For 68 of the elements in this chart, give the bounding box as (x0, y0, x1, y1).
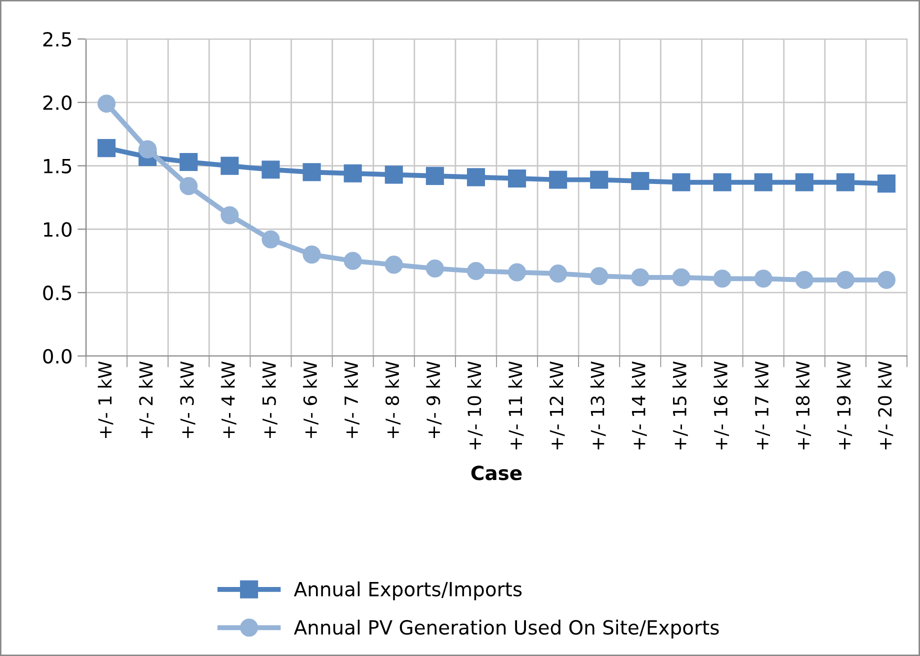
point (220, 206, 239, 224)
point (877, 270, 896, 289)
point (466, 168, 486, 186)
point (426, 166, 444, 185)
point (631, 268, 650, 286)
x-tick-label: +/- 11 kW (508, 361, 524, 450)
y-tick-label: 0.5 (43, 286, 72, 300)
point (549, 170, 568, 189)
point (508, 263, 526, 282)
point (466, 262, 486, 280)
x-tick-label: +/- 14 kW (631, 361, 647, 450)
x-tick-label: +/- 20 kW (878, 361, 894, 450)
x-tick-label: +/- 7 kW (344, 361, 360, 438)
point (384, 166, 403, 184)
point (302, 246, 321, 264)
point (672, 268, 690, 286)
x-tick-label: +/- 12 kW (549, 361, 565, 450)
point (754, 173, 772, 192)
point (426, 259, 444, 278)
x-tick-label: +/- 8 kW (385, 361, 401, 438)
y-tick-label: 0.0 (43, 348, 72, 364)
point (590, 170, 608, 189)
point (631, 172, 650, 190)
x-tick-label: +/- 10 kW (467, 361, 483, 450)
x-tick-label: +/- 4 kW (220, 361, 236, 438)
point (384, 256, 403, 274)
y-tick-label: 1.5 (44, 159, 72, 174)
point (180, 177, 198, 196)
x-axis-title: Case (471, 466, 522, 480)
point (713, 173, 732, 192)
point (795, 270, 814, 289)
point (590, 267, 608, 286)
point (713, 270, 732, 288)
point (836, 270, 854, 289)
y-tick-label: 2.5 (43, 32, 72, 47)
point (262, 230, 280, 248)
point (672, 173, 690, 192)
point (344, 164, 362, 182)
point (877, 174, 896, 193)
point (795, 173, 814, 192)
x-tick-label: +/- 16 kW (714, 361, 729, 450)
y-tick-label: 2.0 (43, 95, 72, 110)
point (262, 160, 280, 179)
point (220, 156, 239, 175)
point (180, 152, 198, 172)
x-tick-label: +/- 17 kW (754, 361, 770, 450)
point (549, 264, 568, 283)
y-tick-label: 1.0 (44, 222, 72, 237)
point (344, 252, 362, 270)
point (138, 140, 157, 158)
x-tick-label: +/- 2 kW (138, 361, 154, 438)
x-tick-label: +/- 13 kW (590, 361, 606, 450)
point (836, 173, 854, 192)
point (754, 270, 772, 288)
x-tick-label: +/- 1 kW (98, 361, 114, 438)
x-tick-label: +/- 3 kW (180, 361, 196, 438)
x-tick-label: +/- 6 kW (303, 361, 318, 438)
point (508, 169, 526, 188)
x-tick-label: +/- 9 kW (426, 361, 442, 438)
x-tick-label: +/- 19 kW (836, 361, 852, 450)
legend-label: Annual PV Generation Used On Site/Exports (294, 620, 719, 638)
legend-label: Annual Exports/Imports (294, 581, 522, 600)
x-tick-label: +/- 18 kW (796, 361, 812, 450)
x-tick-label: +/- 15 kW (672, 361, 688, 450)
point (97, 139, 116, 158)
x-tick-label: +/- 5 kW (262, 361, 278, 438)
point (302, 163, 321, 182)
point (97, 94, 116, 113)
